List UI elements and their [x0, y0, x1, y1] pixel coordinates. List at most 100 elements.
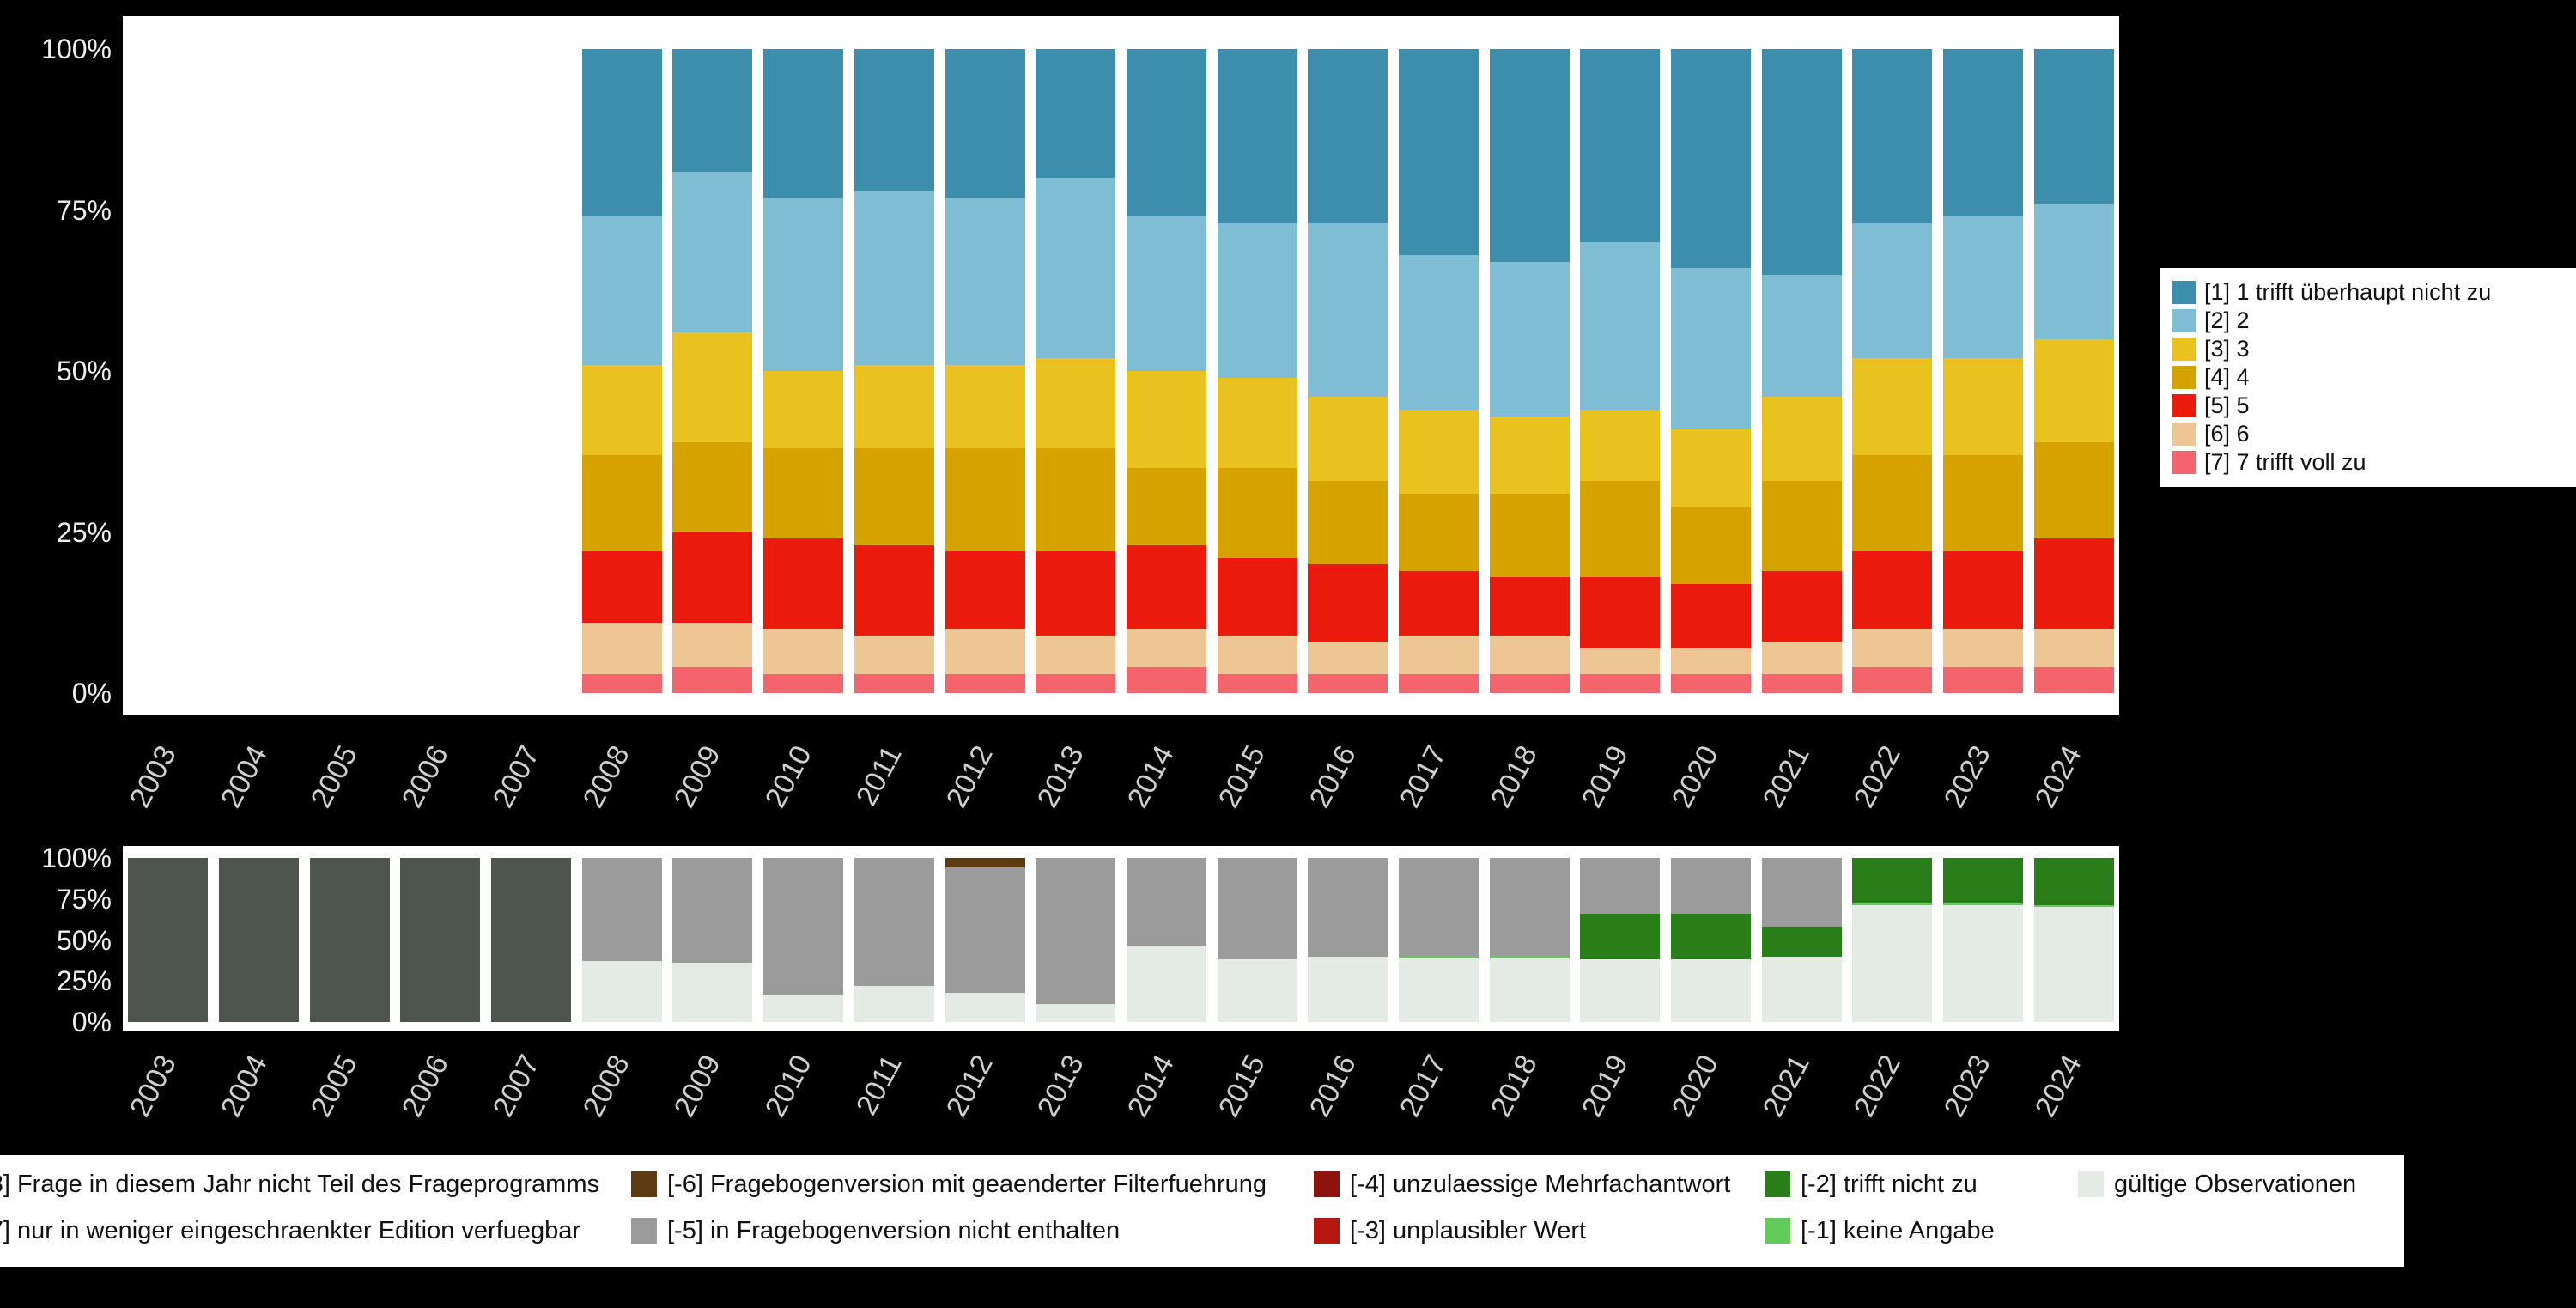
bar-segment — [1398, 958, 1479, 1022]
bar-segment — [1489, 49, 1570, 262]
bar-segment — [1398, 493, 1479, 571]
stacked-bar-2011 — [854, 49, 934, 693]
legend-label: [-3] unplausibler Wert — [1350, 1216, 1587, 1244]
stacked-bar-2013 — [1036, 49, 1116, 693]
legend-entry: [-8] Frage in diesem Jahr nicht Teil des… — [0, 1169, 599, 1200]
bar-segment — [945, 629, 1025, 674]
bar-segment — [581, 364, 662, 455]
bar-segment — [2033, 538, 2114, 629]
bar-segment — [2033, 667, 2114, 693]
bar-segment — [581, 49, 662, 216]
bar-segment — [2033, 204, 2114, 339]
bar-segment — [1580, 242, 1661, 410]
legend-label: [3] 3 — [2204, 336, 2250, 362]
stacked-bar-2017 — [1398, 858, 1479, 1022]
legend-entry: gültige Observationen — [2078, 1169, 2356, 1200]
top-chart-bars — [123, 49, 2119, 693]
stacked-bar-2013 — [1036, 858, 1116, 1022]
bar-slot-2021 — [1756, 49, 1847, 693]
y-axis-tick: 25% — [56, 516, 112, 548]
stacked-bar-2018 — [1489, 858, 1570, 1022]
bar-segment — [1489, 493, 1570, 577]
bar-slot-2023 — [1938, 49, 2029, 693]
bar-segment — [945, 448, 1025, 551]
bar-slot-2012 — [939, 49, 1030, 693]
bar-segment — [491, 858, 572, 1022]
bar-segment — [2033, 907, 2114, 1022]
bar-segment — [1308, 222, 1388, 397]
bar-slot-2007 — [486, 858, 577, 1022]
bar-slot-2018 — [1484, 49, 1575, 693]
bar-segment — [1217, 673, 1297, 693]
bar-segment — [581, 551, 662, 623]
bar-segment — [672, 532, 753, 623]
bar-slot-2017 — [1394, 49, 1485, 693]
bar-segment — [1217, 635, 1297, 674]
stacked-bar-2003 — [128, 858, 209, 1022]
bar-slot-2020 — [1666, 49, 1757, 693]
bar-segment — [1308, 956, 1388, 1022]
legend-swatch — [631, 1171, 657, 1197]
bar-segment — [672, 622, 753, 667]
bar-segment — [1852, 358, 1933, 455]
stacked-bar-2023 — [1943, 49, 2024, 693]
bar-segment — [945, 858, 1025, 868]
bar-segment — [945, 551, 1025, 629]
bar-segment — [1489, 673, 1570, 693]
bar-segment — [854, 448, 934, 545]
bar-segment — [1943, 858, 2024, 904]
legend-entry: [-5] in Fragebogenversion nicht enthalte… — [631, 1215, 1120, 1246]
bar-segment — [2033, 338, 2114, 442]
bar-segment — [1943, 903, 2024, 906]
legend-swatch — [1314, 1171, 1340, 1197]
stacked-bar-2007 — [491, 858, 572, 1022]
legend-entry: [1] 1 trifft überhaupt nicht zu — [2172, 278, 2564, 307]
bar-segment — [1580, 673, 1661, 693]
bar-slot-2005 — [304, 858, 395, 1022]
legend-swatch — [1765, 1218, 1790, 1244]
bar-segment — [1398, 956, 1479, 958]
stacked-bar-2004 — [219, 858, 300, 1022]
bar-segment — [1308, 564, 1388, 642]
legend-swatch — [631, 1218, 657, 1244]
y-axis-tick: 75% — [56, 194, 112, 226]
bottom-legend: [-8] Frage in diesem Jahr nicht Teil des… — [0, 1155, 2404, 1267]
legend-swatch — [2172, 423, 2196, 446]
bar-segment — [309, 858, 390, 1022]
legend-label: [1] 1 trifft überhaupt nicht zu — [2204, 279, 2492, 305]
y-axis-tick: 0% — [71, 1007, 112, 1037]
bar-slot-2013 — [1030, 858, 1121, 1022]
bar-slot-2020 — [1666, 858, 1757, 1022]
stacked-bar-2006 — [400, 858, 481, 1022]
bar-segment — [1671, 583, 1752, 648]
legend-swatch — [2172, 338, 2196, 361]
legend-label: [2] 2 — [2204, 307, 2250, 333]
bar-segment — [1489, 416, 1570, 494]
stacked-bar-2012 — [945, 49, 1025, 693]
bar-slot-2023 — [1938, 858, 2029, 1022]
legend-label: [6] 6 — [2204, 421, 2250, 447]
bar-slot-2011 — [849, 858, 940, 1022]
bar-slot-2016 — [1303, 858, 1394, 1022]
legend-label: [-1] keine Angabe — [1801, 1216, 1995, 1244]
bar-segment — [1126, 629, 1206, 667]
legend-label: [-8] Frage in diesem Jahr nicht Teil des… — [0, 1170, 599, 1198]
bar-slot-2008 — [576, 49, 667, 693]
bar-slot-2015 — [1212, 858, 1303, 1022]
bar-slot-2003 — [123, 49, 214, 693]
bar-slot-2015 — [1212, 49, 1303, 693]
y-axis-tick: 100% — [41, 843, 112, 873]
bar-segment — [1217, 467, 1297, 558]
bar-segment — [945, 364, 1025, 448]
legend-swatch — [1765, 1171, 1790, 1197]
bar-segment — [1852, 667, 1933, 693]
legend-entry: [4] 4 — [2172, 363, 2564, 392]
bar-segment — [763, 448, 844, 538]
bar-segment — [1852, 858, 1933, 904]
bar-segment — [2033, 441, 2114, 538]
bar-segment — [1671, 858, 1752, 914]
bar-segment — [854, 858, 934, 986]
bar-segment — [2033, 858, 2114, 906]
bar-segment — [1036, 635, 1116, 674]
